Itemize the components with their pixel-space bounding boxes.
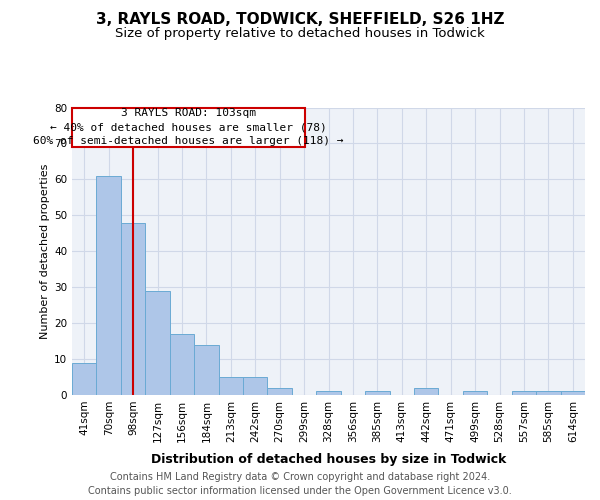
Bar xyxy=(463,392,487,395)
Y-axis label: Number of detached properties: Number of detached properties xyxy=(40,164,50,339)
Bar xyxy=(365,392,389,395)
Text: 3 RAYLS ROAD: 103sqm
← 40% of detached houses are smaller (78)
60% of semi-detac: 3 RAYLS ROAD: 103sqm ← 40% of detached h… xyxy=(33,108,344,146)
Text: 3, RAYLS ROAD, TODWICK, SHEFFIELD, S26 1HZ: 3, RAYLS ROAD, TODWICK, SHEFFIELD, S26 1… xyxy=(96,12,504,28)
Bar xyxy=(560,392,585,395)
Bar xyxy=(72,362,97,395)
Text: Size of property relative to detached houses in Todwick: Size of property relative to detached ho… xyxy=(115,28,485,40)
Bar xyxy=(145,291,170,395)
Bar xyxy=(170,334,194,395)
Bar xyxy=(512,392,536,395)
Bar xyxy=(194,344,218,395)
Text: Contains HM Land Registry data © Crown copyright and database right 2024.: Contains HM Land Registry data © Crown c… xyxy=(110,472,490,482)
Bar xyxy=(414,388,439,395)
Bar xyxy=(121,222,145,395)
Bar xyxy=(316,392,341,395)
Text: Contains public sector information licensed under the Open Government Licence v3: Contains public sector information licen… xyxy=(88,486,512,496)
FancyBboxPatch shape xyxy=(73,108,305,147)
Bar xyxy=(268,388,292,395)
Bar xyxy=(218,377,243,395)
X-axis label: Distribution of detached houses by size in Todwick: Distribution of detached houses by size … xyxy=(151,453,506,466)
Bar xyxy=(536,392,560,395)
Bar xyxy=(97,176,121,395)
Bar xyxy=(243,377,268,395)
